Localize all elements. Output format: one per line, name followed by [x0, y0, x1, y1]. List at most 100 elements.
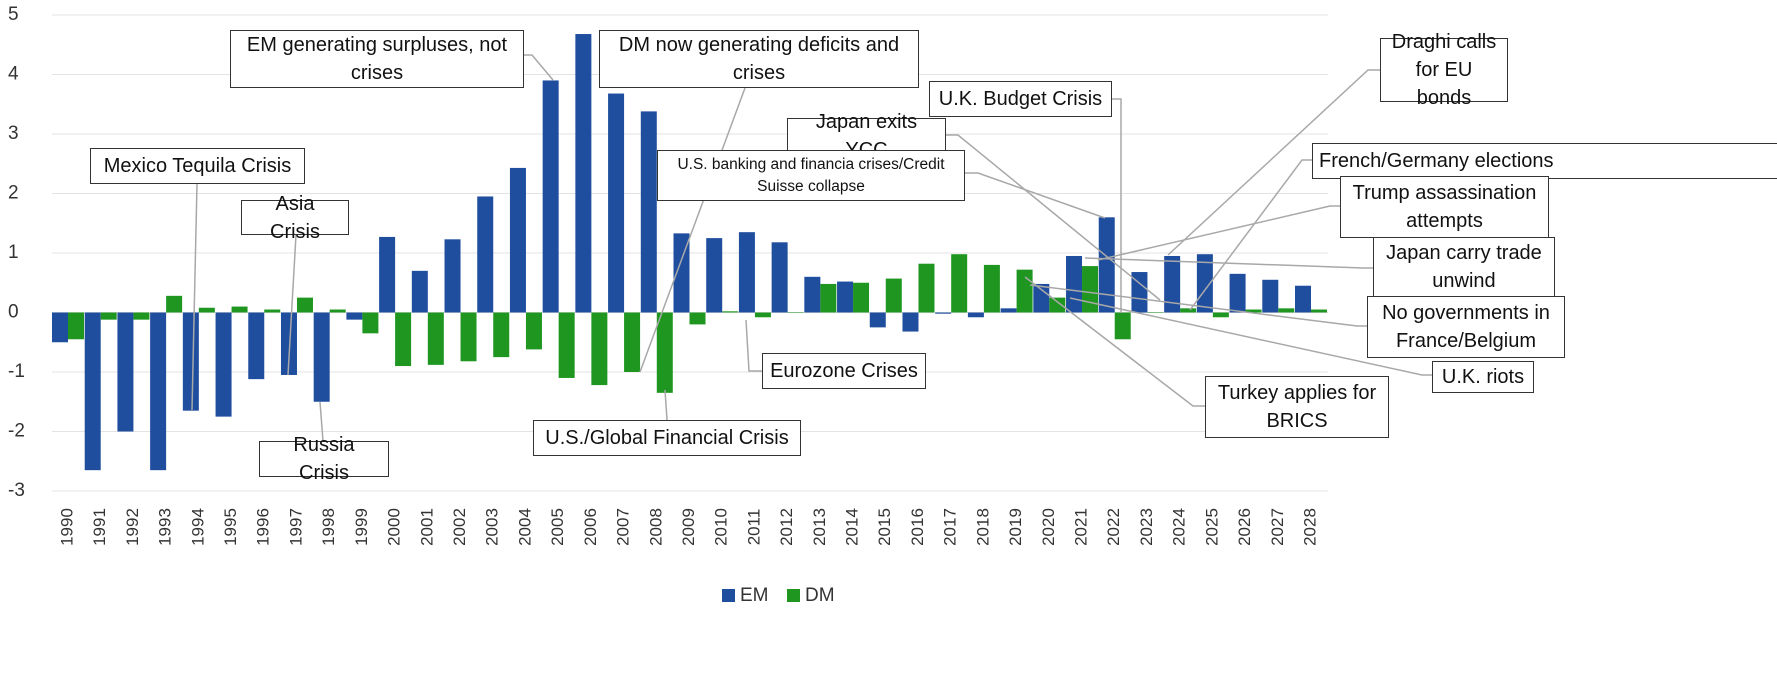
y-tick-label: -3 [8, 480, 25, 501]
x-tick-label: 2022 [1104, 508, 1123, 546]
bar [624, 312, 641, 372]
x-tick-label: 2007 [614, 508, 633, 546]
bar [608, 93, 625, 313]
y-tick-label: 5 [8, 4, 19, 25]
bar [706, 238, 723, 313]
bar [1245, 309, 1262, 313]
annotation: Asia Crisis [241, 193, 349, 243]
bar [1098, 217, 1115, 313]
bar [689, 312, 706, 325]
bar [231, 306, 248, 313]
bar [1262, 279, 1279, 313]
bar [427, 312, 444, 365]
bar [248, 312, 265, 380]
leader-line [524, 54, 554, 81]
x-tick-label: 2008 [646, 508, 665, 546]
leader-line [946, 134, 1161, 301]
bar [52, 312, 68, 343]
bar [1033, 283, 1050, 313]
annotation: DM now generating deficits and crises [599, 30, 919, 88]
leader-line [1029, 284, 1367, 327]
annotation: Russia Crisis [259, 434, 389, 484]
bar [444, 239, 461, 313]
annotation: U.K. riots [1432, 361, 1534, 393]
bar [656, 312, 673, 393]
x-tick-label: 2021 [1072, 508, 1091, 546]
x-tick-label: 1990 [57, 508, 76, 546]
bar [575, 34, 592, 313]
x-tick-label: 2015 [875, 508, 894, 546]
bar [182, 312, 199, 411]
x-tick-label: 2017 [941, 508, 960, 546]
bar [280, 312, 297, 375]
leader-line [1024, 276, 1205, 407]
x-tick-label: 1991 [90, 508, 109, 546]
bar [837, 281, 854, 313]
bar [1131, 272, 1148, 313]
x-tick-label: 2001 [417, 508, 436, 546]
bar [68, 312, 84, 340]
annotation: U.S. banking and financia crises/Credit … [657, 150, 965, 201]
bar [558, 312, 575, 378]
y-tick-label: 4 [8, 64, 19, 85]
x-tick-label: 2006 [581, 508, 600, 546]
bar [1196, 254, 1213, 313]
bar [869, 312, 886, 328]
bar [493, 312, 510, 358]
bar [1311, 309, 1327, 313]
x-tick-label: 2009 [679, 508, 698, 546]
x-tick-label: 1994 [188, 508, 207, 546]
bar [673, 233, 690, 313]
bar [853, 282, 870, 313]
y-tick-label: 1 [8, 242, 19, 263]
x-tick-label: 2023 [1137, 508, 1156, 546]
y-tick-label: 3 [8, 123, 19, 144]
leader-line [191, 183, 198, 411]
x-tick-label: 2003 [483, 508, 502, 546]
x-tick-label: 1999 [352, 508, 371, 546]
x-tick-label: 2014 [843, 508, 862, 546]
bar [640, 111, 657, 313]
x-tick-label: 1993 [156, 508, 175, 546]
bar [509, 167, 526, 313]
bar [379, 236, 396, 313]
bar [1049, 297, 1066, 313]
bar [1147, 312, 1164, 313]
bar [1278, 308, 1295, 313]
bar [1000, 308, 1017, 313]
leader-line [1189, 159, 1312, 311]
annotation: Japan exits YCC [787, 111, 946, 161]
bar [542, 80, 559, 313]
legend-swatch [787, 589, 800, 602]
leader-line [664, 389, 668, 421]
x-tick-label: 1995 [221, 508, 240, 546]
x-tick-label: 1992 [123, 508, 142, 546]
legend-label: EM [740, 585, 769, 606]
y-tick-label: 2 [8, 183, 19, 204]
leader-line [1069, 297, 1432, 376]
annotation: U.S./Global Financial Crisis [533, 420, 801, 456]
x-tick-label: 2027 [1268, 508, 1287, 546]
x-tick-label: 2020 [1039, 508, 1058, 546]
bar [477, 196, 494, 313]
bar [329, 309, 346, 313]
y-tick-label: -2 [8, 421, 25, 442]
bar [166, 295, 183, 313]
x-tick-label: 2013 [810, 508, 829, 546]
x-tick-label: 2026 [1235, 508, 1254, 546]
bar [1016, 269, 1033, 313]
bar [346, 312, 363, 320]
bar [1229, 273, 1246, 313]
bar [951, 254, 968, 313]
legend-label: DM [805, 585, 835, 606]
bar [525, 312, 542, 350]
bar [215, 312, 232, 417]
annotation: EM generating surpluses, not crises [230, 30, 524, 88]
bar [313, 312, 330, 402]
x-tick-label: 2011 [744, 509, 763, 546]
x-tick-label: 2012 [777, 508, 796, 546]
bar [100, 312, 117, 320]
annotation: Trump assassination attempts [1340, 176, 1549, 238]
leader-line [1097, 205, 1340, 261]
